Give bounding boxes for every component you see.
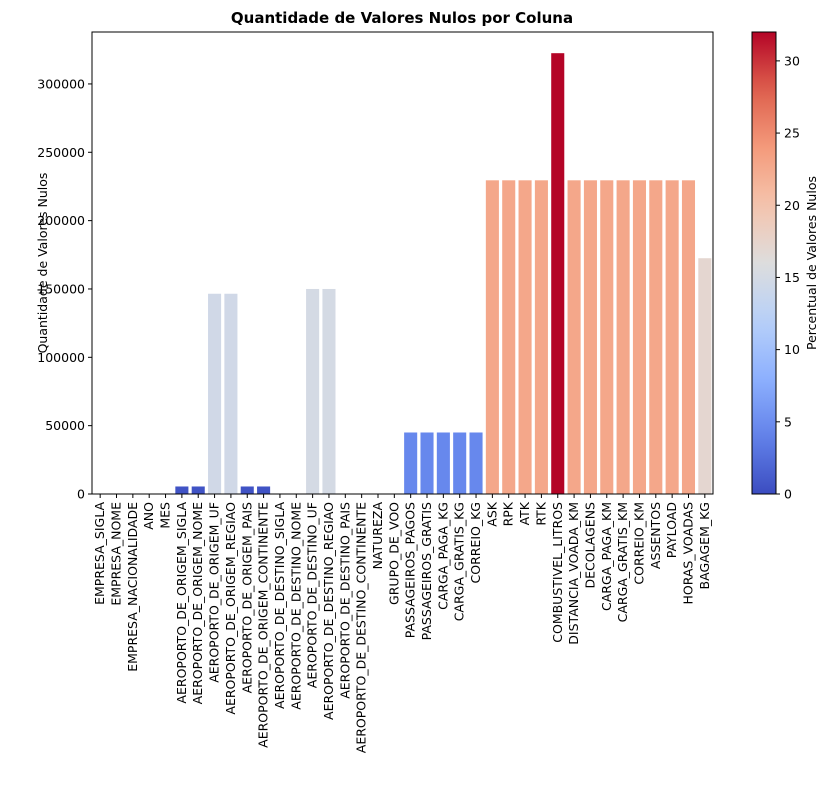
x-tick-label: AEROPORTO_DE_ORIGEM_UF bbox=[207, 502, 222, 683]
x-tick-label: AEROPORTO_DE_DESTINO_SIGLA bbox=[272, 502, 287, 709]
bar-atk bbox=[518, 180, 532, 495]
colorbar-tick-label: 30 bbox=[784, 53, 800, 68]
x-tick-label: EMPRESA_NACIONALIDADE bbox=[125, 502, 140, 672]
y-tick-label: 300000 bbox=[37, 76, 85, 91]
colorbar-tick-label: 15 bbox=[784, 270, 800, 285]
colorbar-tick-label: 5 bbox=[784, 414, 792, 429]
bar-ask bbox=[485, 180, 499, 495]
bar-passageiros-pagos bbox=[404, 432, 418, 494]
x-tick-label: DECOLAGENS bbox=[582, 502, 597, 589]
bar-carga-paga-km bbox=[600, 180, 614, 495]
plot-frame bbox=[91, 31, 714, 495]
y-ticks: 0 50000 100000 150000 200000 250000 300000 bbox=[37, 76, 92, 502]
y-tick-label: 50000 bbox=[45, 418, 85, 433]
bar-payload bbox=[665, 180, 679, 495]
bar-aeroporto-de-origem-regiao bbox=[224, 293, 238, 494]
bar-rtk bbox=[534, 180, 548, 495]
x-tick-label: ASK bbox=[484, 501, 499, 526]
x-tick-label: CORREIO_KG bbox=[468, 502, 483, 584]
x-tick-label: AEROPORTO_DE_ORIGEM_REGIAO bbox=[223, 502, 238, 715]
bar-aeroporto-de-destino-regiao bbox=[322, 288, 336, 494]
colorbar-ticks: 0 5 10 15 20 25 30 bbox=[776, 53, 800, 502]
bar-rpk bbox=[502, 180, 516, 495]
bar-aeroporto-de-origem-nome bbox=[191, 486, 205, 494]
y-tick-label: 0 bbox=[77, 487, 85, 502]
x-tick-label: HORAS_VOADAS bbox=[680, 502, 695, 605]
x-tick-label: PASSAGEIROS_PAGOS bbox=[403, 502, 418, 638]
x-tick-label: AEROPORTO_DE_DESTINO_PAIS bbox=[337, 502, 352, 699]
x-tick-label: GRUPO_DE_VOO bbox=[386, 502, 401, 605]
bar-aeroporto-de-origem-uf bbox=[208, 293, 222, 494]
x-tick-label: ANO bbox=[141, 502, 156, 530]
y-tick-label: 100000 bbox=[37, 350, 85, 365]
bar-aeroporto-de-origem-pais bbox=[240, 486, 254, 494]
y-axis-label: Quantidade de Valores Nulos bbox=[35, 173, 50, 354]
colorbar bbox=[751, 31, 777, 495]
x-tick-label: CARGA_PAGA_KM bbox=[599, 502, 614, 611]
colorbar-tick-label: 0 bbox=[784, 487, 792, 502]
x-tick-label: EMPRESA_NOME bbox=[109, 502, 124, 606]
x-tick-label: CARGA_GRATIS_KM bbox=[615, 502, 630, 622]
bar-aeroporto-de-origem-sigla bbox=[175, 486, 189, 494]
y-tick-label: 150000 bbox=[37, 281, 85, 296]
x-tick-label: CARGA_PAGA_KG bbox=[435, 502, 450, 610]
bar-combustivel-litros bbox=[551, 53, 565, 494]
x-tick-label: AEROPORTO_DE_ORIGEM_NOME bbox=[190, 502, 205, 704]
x-tick-label: ASSENTOS bbox=[648, 502, 663, 569]
x-tick-label: AEROPORTO_DE_ORIGEM_PAIS bbox=[239, 502, 254, 693]
bar-carga-gratis-kg bbox=[453, 432, 467, 494]
x-tick-label: AEROPORTO_DE_DESTINO_UF bbox=[305, 502, 320, 688]
bar-passageiros-gratis bbox=[420, 432, 434, 494]
x-tick-label: RTK bbox=[533, 501, 548, 525]
bar-decolagens bbox=[583, 180, 597, 495]
bar-correio-km bbox=[632, 180, 646, 495]
x-tick-label: EMPRESA_SIGLA bbox=[92, 502, 107, 605]
bar-assentos bbox=[649, 180, 663, 495]
y-tick-label: 250000 bbox=[37, 145, 85, 160]
y-tick-label: 200000 bbox=[37, 213, 85, 228]
colorbar-tick-label: 25 bbox=[784, 126, 800, 141]
x-tick-label: RPK bbox=[501, 501, 516, 526]
chart-title: Quantidade de Valores Nulos por Coluna bbox=[231, 9, 573, 27]
x-tick-label: CARGA_GRATIS_KG bbox=[452, 502, 467, 621]
x-tick-label: PAYLOAD bbox=[664, 502, 679, 558]
x-tick-label: PASSAGEIROS_GRATIS bbox=[419, 502, 434, 640]
x-tick-label: DISTANCIA_VOADA_KM bbox=[566, 502, 581, 645]
bar-correio-kg bbox=[469, 432, 483, 494]
x-tick-label: CORREIO_KM bbox=[631, 502, 646, 585]
bar-horas-voadas bbox=[681, 180, 696, 495]
colorbar-label: Percentual de Valores Nulos bbox=[804, 176, 819, 350]
x-tick-label: AEROPORTO_DE_ORIGEM_SIGLA bbox=[174, 502, 189, 704]
colorbar-tick-label: 10 bbox=[784, 342, 800, 357]
x-tick-label: ATK bbox=[517, 501, 532, 525]
x-tick-label: AEROPORTO_DE_ORIGEM_CONTINENTE bbox=[256, 502, 271, 748]
x-tick-label: NATUREZA bbox=[370, 502, 385, 570]
x-tick-label: BAGAGEM_KG bbox=[697, 502, 712, 589]
x-tick-label: AEROPORTO_DE_DESTINO_NOME bbox=[288, 502, 303, 710]
bar-carga-paga-kg bbox=[436, 432, 450, 494]
bars-layer bbox=[175, 53, 712, 495]
colorbar-tick-label: 20 bbox=[784, 198, 800, 213]
bar-carga-gratis-km bbox=[616, 180, 630, 495]
bar-aeroporto-de-destino-uf bbox=[306, 288, 320, 494]
x-tick-label: MES bbox=[158, 502, 173, 529]
bar-distancia-voada-km bbox=[567, 180, 581, 495]
x-ticks: EMPRESA_SIGLA EMPRESA_NOME EMPRESA_NACIONA… bbox=[92, 494, 712, 753]
x-tick-label: COMBUSTIVEL_LITROS bbox=[550, 502, 565, 643]
x-tick-label: AEROPORTO_DE_DESTINO_REGIAO bbox=[321, 502, 336, 720]
bar-aeroporto-de-origem-continente bbox=[257, 486, 271, 494]
bar-bagagem-kg bbox=[698, 258, 712, 494]
x-tick-label: AEROPORTO_DE_DESTINO_CONTINENTE bbox=[354, 502, 369, 753]
